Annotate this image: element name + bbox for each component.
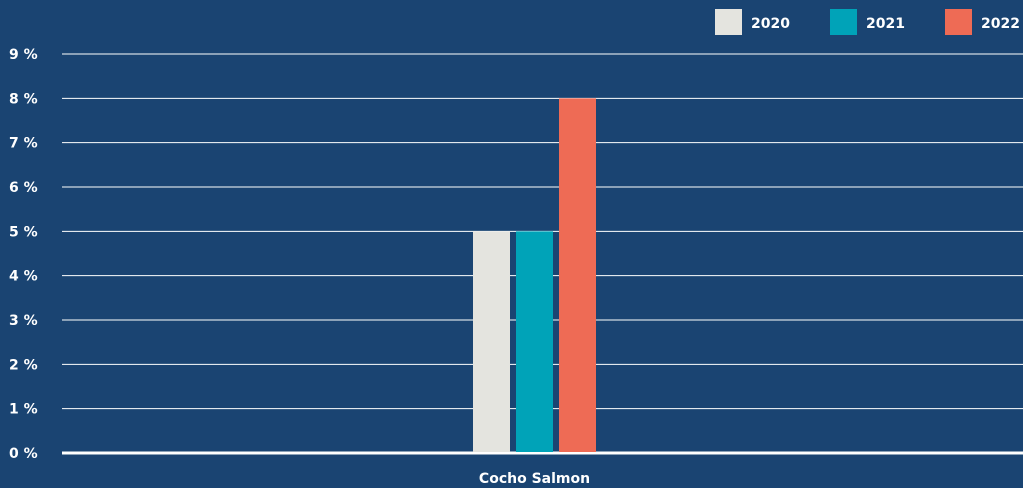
legend: 2020 2021 2022 — [715, 9, 1020, 35]
y-tick-label: 8 % — [9, 91, 38, 107]
bars — [473, 98, 596, 452]
legend-label-2021: 2021 — [866, 16, 905, 32]
y-tick-label: 2 % — [9, 357, 38, 373]
legend-swatch-2021 — [830, 9, 857, 35]
y-axis-tick-labels: 0 % 1 % 2 % 3 % 4 % 5 % 6 % 7 % 8 % 9 % — [9, 47, 38, 462]
y-tick-label: 6 % — [9, 180, 38, 196]
bar-2020-0 — [473, 231, 510, 452]
y-tick-label: 0 % — [9, 446, 38, 462]
x-axis-category-labels: Cocho Salmon — [479, 471, 590, 487]
y-tick-label: 5 % — [9, 224, 38, 240]
x-category-label: Cocho Salmon — [479, 471, 590, 487]
legend-label-2022: 2022 — [981, 16, 1020, 32]
legend-swatch-2020 — [715, 9, 742, 35]
bar-2022-0 — [559, 98, 596, 452]
y-tick-label: 4 % — [9, 269, 38, 285]
y-tick-label: 3 % — [9, 313, 38, 329]
legend-swatch-2022 — [945, 9, 972, 35]
y-tick-label: 9 % — [9, 47, 38, 63]
y-tick-label: 1 % — [9, 402, 38, 418]
bar-2021-0 — [516, 231, 553, 452]
legend-label-2020: 2020 — [751, 16, 790, 32]
y-tick-label: 7 % — [9, 136, 38, 152]
